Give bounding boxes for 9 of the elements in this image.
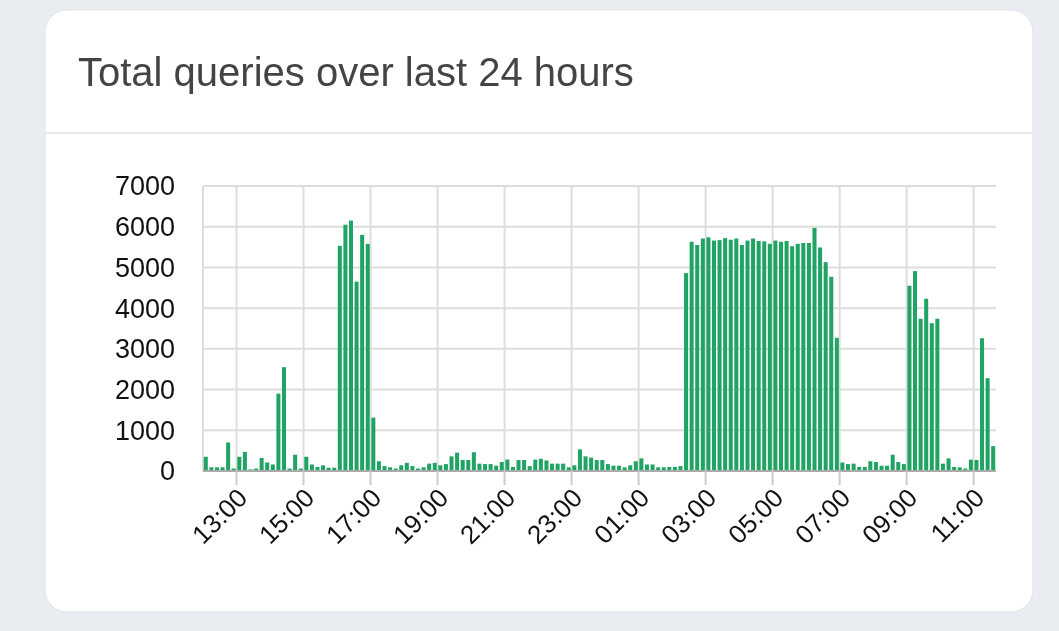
y-tick-label: 3000: [114, 334, 175, 365]
y-tick-label: 6000: [114, 212, 175, 243]
y-tick-label: 4000: [114, 293, 175, 324]
chart-title: Total queries over last 24 hours: [78, 50, 634, 94]
y-tick-label: 1000: [114, 415, 175, 446]
y-tick-label: 7000: [114, 171, 175, 202]
y-tick-label: 5000: [114, 252, 175, 283]
y-tick-label: 0: [159, 456, 175, 487]
y-tick-label: 2000: [114, 375, 175, 406]
